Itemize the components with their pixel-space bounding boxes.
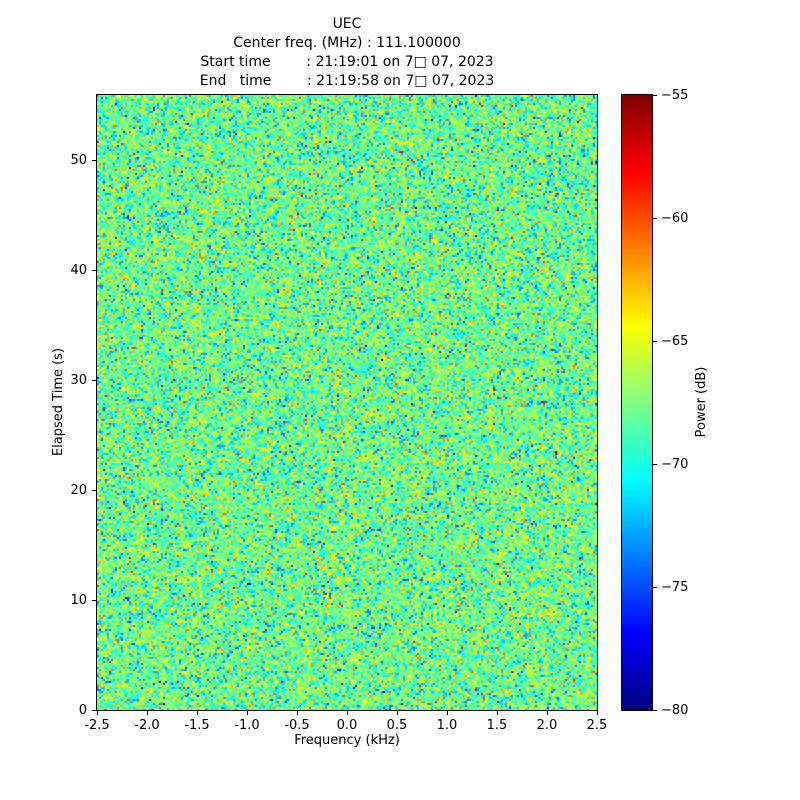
x-tick-label: -2.5 [84,718,110,733]
x-tick-label: -1.0 [234,718,260,733]
y-tick-mark [92,709,96,711]
colorbar-tick-label: −60 [661,210,689,226]
start-time-line: Start time : 21:19:01 on 7□ 07, 2023 [200,54,494,70]
y-tick-label: 30 [70,373,87,389]
y-tick-label: 40 [70,263,87,279]
colorbar-tick-mark [653,340,657,342]
y-tick-label: 50 [70,153,87,169]
y-tick-mark [92,270,96,272]
end-time-line: End time : 21:19:58 on 7□ 07, 2023 [199,73,495,89]
y-tick-label: 20 [70,482,87,498]
x-tick-label: 1.0 [436,718,458,733]
y-axis-label: Elapsed Time (s) [51,347,66,457]
x-tick-label: 2.0 [536,718,558,733]
x-tick-label: 1.5 [486,718,508,733]
figure-header: UEC Center freq. (MHz) : 111.100000 Star… [0,15,694,91]
y-tick-label: 0 [78,702,87,718]
x-tick-mark [146,711,148,715]
x-tick-label: -2.0 [134,718,160,733]
y-tick-mark [92,489,96,491]
x-tick-mark [396,711,398,715]
colorbar-tick-label: −75 [661,579,689,595]
spectrogram-heatmap [96,94,598,711]
x-tick-mark [496,711,498,715]
colorbar-tick-mark [653,94,657,96]
colorbar-tick-mark [653,586,657,588]
colorbar-tick-mark [653,709,657,711]
x-tick-label: -1.5 [184,718,210,733]
colorbar-tick-mark [653,217,657,219]
x-tick-label: 2.5 [586,718,608,733]
colorbar-tick-label: −80 [661,702,689,718]
chart-title: UEC [332,16,362,32]
x-tick-label: 0.5 [386,718,408,733]
x-tick-mark [446,711,448,715]
x-tick-mark [296,711,298,715]
x-axis-label: Frequency (kHz) [294,733,400,748]
colorbar-tick-label: −55 [661,87,689,103]
y-tick-label: 10 [70,592,87,608]
x-tick-label: -0.5 [284,718,310,733]
x-tick-label: 0.0 [336,718,358,733]
colorbar-gradient [621,94,653,711]
x-tick-mark [546,711,548,715]
y-tick-mark [92,599,96,601]
center-freq-line: Center freq. (MHz) : 111.100000 [233,35,461,51]
x-tick-mark [246,711,248,715]
x-tick-mark [96,711,98,715]
colorbar-tick-label: −65 [661,333,689,349]
y-tick-mark [92,380,96,382]
colorbar-tick-mark [653,463,657,465]
x-tick-mark [596,711,598,715]
x-tick-mark [346,711,348,715]
colorbar-tick-label: −70 [661,456,689,472]
x-tick-mark [196,711,198,715]
y-tick-mark [92,160,96,162]
